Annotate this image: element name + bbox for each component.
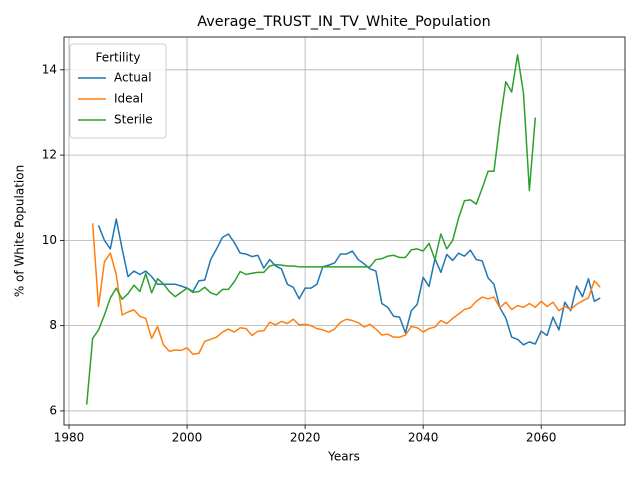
x-tick-label: 2060	[526, 431, 557, 445]
y-axis-label: % of White Population	[13, 165, 27, 297]
x-tick-label: 2020	[290, 431, 321, 445]
y-tick-label: 10	[42, 233, 57, 247]
data-line	[85, 54, 537, 405]
data-line	[91, 223, 601, 355]
legend-title: Fertility	[95, 51, 140, 65]
x-tick-label: 2040	[408, 431, 439, 445]
legend-label: Actual	[114, 71, 152, 85]
x-tick-label: 1980	[54, 431, 85, 445]
x-axis-label: Years	[327, 450, 360, 464]
y-tick-label: 14	[42, 62, 57, 76]
legend-box	[69, 43, 167, 139]
y-tick-label: 8	[49, 318, 57, 332]
legend-label: Ideal	[114, 92, 143, 106]
legend: Fertility Actual Ideal Sterile	[69, 43, 167, 139]
y-tick-label: 6	[49, 403, 57, 417]
data-line	[97, 218, 601, 346]
legend-label: Sterile	[114, 113, 153, 127]
x-tick-label: 2000	[172, 431, 203, 445]
y-tick-label: 12	[42, 148, 57, 162]
plot-frame	[63, 36, 626, 426]
chart-title: Average_TRUST_IN_TV_White_Population	[197, 14, 490, 30]
